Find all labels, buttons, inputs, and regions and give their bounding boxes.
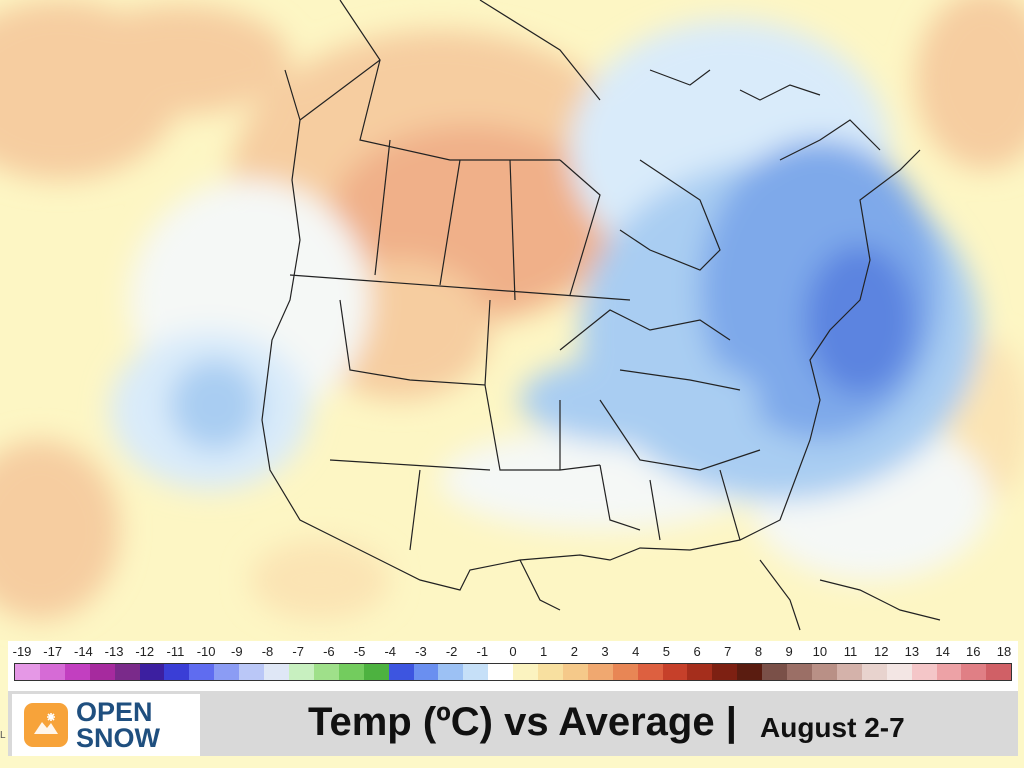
scale-swatch <box>338 664 364 680</box>
scale-swatch <box>737 664 763 680</box>
scale-swatches <box>14 663 1012 681</box>
scale-swatch <box>189 664 215 680</box>
scale-tick-label: 2 <box>570 644 578 659</box>
scale-tick-label: 1 <box>540 644 548 659</box>
scale-tick-label: 3 <box>601 644 609 659</box>
scale-tick-label: 18 <box>996 644 1012 659</box>
edge-mark: L <box>0 730 6 741</box>
scale-swatch <box>164 664 190 680</box>
color-scale-legend: -19 -17 -14 -13 -12 -11 -10 -9 -8 -7 -6 -5 -4 -3 -2 -1 0… <box>8 641 1018 691</box>
scale-swatch <box>39 664 65 680</box>
scale-tick-label: 7 <box>724 644 732 659</box>
date-range: August 2-7 <box>760 712 905 743</box>
scale-tick-label: -8 <box>261 644 274 659</box>
scale-swatch <box>538 664 563 680</box>
scale-tick-label: -2 <box>445 644 458 659</box>
scale-swatch <box>288 664 314 680</box>
scale-swatch <box>363 664 389 680</box>
scale-tick-label: -4 <box>384 644 397 659</box>
scale-swatch <box>861 664 887 680</box>
scale-tick-label: -19 <box>12 644 32 659</box>
political-borders <box>261 0 941 631</box>
scale-tick-label: -3 <box>415 644 427 659</box>
scale-tick-label: -1 <box>476 644 489 659</box>
scale-swatch <box>264 664 289 680</box>
logo-word-snow: SNOW <box>76 723 160 753</box>
scale-tick-label: 8 <box>754 644 763 659</box>
scale-swatch <box>139 664 165 680</box>
scale-swatch <box>239 664 265 680</box>
scale-swatch <box>89 664 115 680</box>
scale-tick-label: -17 <box>43 644 63 659</box>
anomaly-shading <box>0 0 1024 620</box>
scale-tick-label: -7 <box>292 644 304 659</box>
scale-tick-label: -6 <box>323 644 335 659</box>
scale-tick-label: -13 <box>104 644 124 659</box>
scale-swatch <box>637 664 663 680</box>
scale-tick-label: -11 <box>166 644 185 659</box>
scale-tick-label: 14 <box>935 644 950 659</box>
scale-swatch <box>313 664 339 680</box>
mountain-snowflake-icon <box>24 703 68 747</box>
scale-swatch <box>712 664 738 680</box>
scale-swatch <box>413 664 439 680</box>
scale-swatch <box>911 664 937 680</box>
scale-swatch <box>687 664 713 680</box>
scale-swatch <box>114 664 140 680</box>
map-title: Temp (ºC) vs Average | <box>308 700 737 744</box>
scale-swatch <box>15 664 40 680</box>
scale-tick-label: -10 <box>196 644 216 659</box>
scale-swatch <box>64 664 90 680</box>
scale-swatch <box>513 664 539 680</box>
scale-tick-label: -5 <box>353 644 366 659</box>
scale-swatch <box>787 664 812 680</box>
scale-tick-labels: -19 -17 -14 -13 -12 -11 -10 -9 -8 -7 -6 -5 -4 -3 -2 -1 0… <box>12 644 1014 660</box>
scale-tick-label: 11 <box>843 644 858 659</box>
scale-tick-label: -9 <box>231 644 243 659</box>
scale-tick-label: -12 <box>135 644 155 659</box>
scale-tick-label: 16 <box>966 644 981 659</box>
opensnow-logo: OPEN SNOW <box>12 694 200 756</box>
scale-swatch <box>986 664 1012 680</box>
scale-swatch <box>812 664 837 680</box>
scale-tick-label: 0 <box>509 644 517 659</box>
scale-swatch <box>762 664 788 680</box>
scale-tick-label: 9 <box>785 644 793 659</box>
scale-tick-label: -14 <box>73 644 93 659</box>
scale-swatch <box>886 664 912 680</box>
scale-tick-label: 4 <box>632 644 640 659</box>
scale-swatch <box>587 664 613 680</box>
scale-tick-label: 10 <box>812 644 828 659</box>
scale-swatch <box>612 664 638 680</box>
scale-swatch <box>438 664 464 680</box>
scale-swatch <box>463 664 489 680</box>
scale-tick-label: 5 <box>662 644 671 659</box>
scale-swatch <box>836 664 862 680</box>
scale-swatch <box>488 664 514 680</box>
scale-tick-label: 13 <box>904 644 920 659</box>
scale-swatch <box>562 664 588 680</box>
scale-swatch <box>214 664 240 680</box>
scale-tick-label: 12 <box>874 644 889 659</box>
logo-word-open: OPEN <box>76 697 153 727</box>
scale-swatch <box>961 664 987 680</box>
scale-swatch <box>388 664 414 680</box>
scale-swatch <box>662 664 688 680</box>
scale-swatch <box>936 664 962 680</box>
scale-tick-label: 6 <box>693 644 701 659</box>
